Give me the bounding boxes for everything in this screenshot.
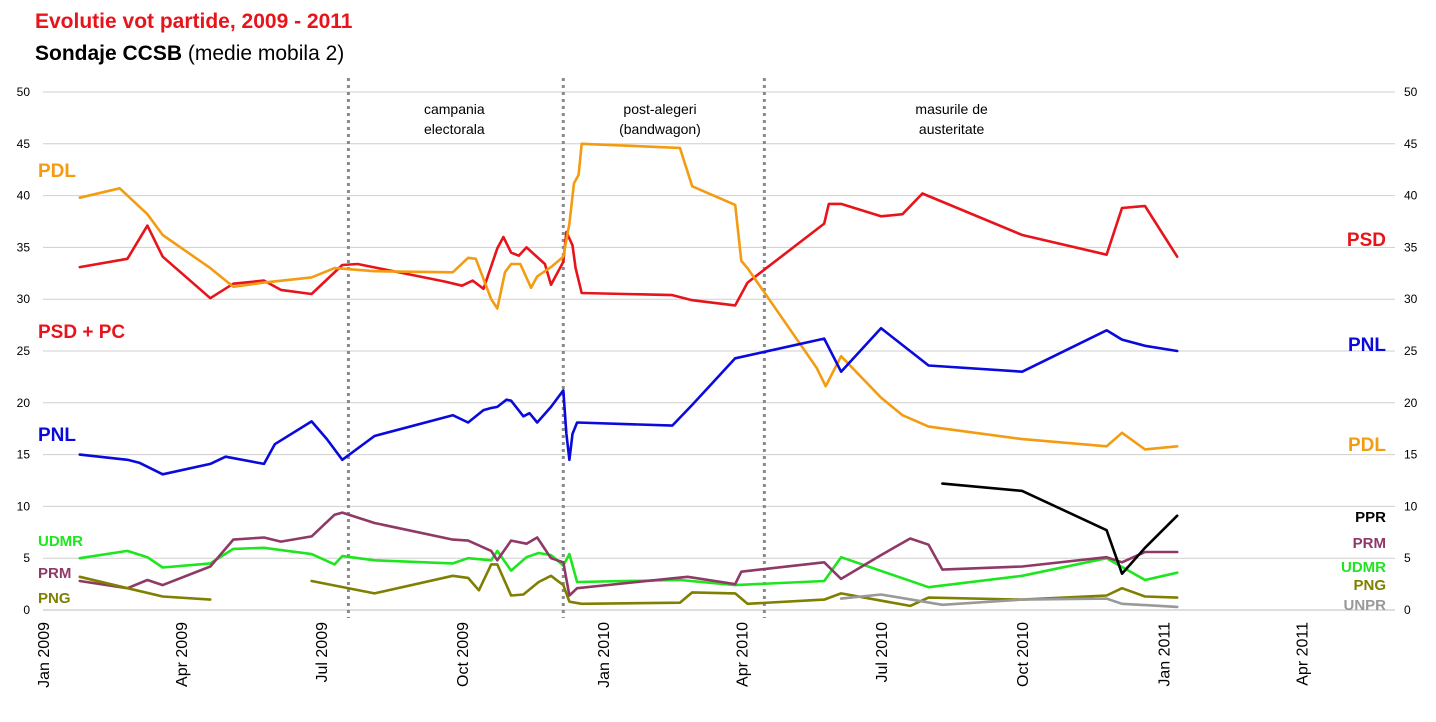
y-tick-label: 45: [17, 137, 31, 151]
series-line: [78, 192, 1179, 307]
annotation-text: masurile de: [915, 101, 988, 117]
series-line: [78, 575, 212, 601]
y-tick-label-right: 25: [1404, 344, 1418, 358]
y-tick-label: 20: [17, 396, 31, 410]
series-label-right: PSD: [1347, 230, 1386, 251]
series-line: [839, 593, 1179, 609]
annotation-text: post-alegeri: [623, 101, 696, 117]
x-tick-label: Apr 2009: [174, 622, 191, 687]
series-label-right: UNPR: [1343, 597, 1386, 614]
period-annotations: campania electorala post-alegeri (bandwagon…: [424, 101, 988, 137]
series-label-right: UDMR: [1341, 559, 1386, 576]
subtitle-bold: Sondaje CCSB: [35, 42, 183, 65]
y-tick-label-right: 50: [1404, 85, 1418, 99]
series-label-right: PPR: [1355, 509, 1386, 526]
annotation-text: (bandwagon): [619, 121, 701, 137]
y-tick-label: 30: [17, 292, 31, 306]
y-axis-right: 0 5 10 15 20 25 30 35 40 45 50: [1404, 85, 1418, 617]
y-tick-label: 40: [17, 189, 31, 203]
series-label-left: PNG: [38, 590, 71, 607]
period-dividers: [346, 78, 766, 618]
x-tick-label: Oct 2010: [1015, 622, 1032, 687]
series-line: [941, 482, 1179, 576]
x-tick-label: Jan 2010: [596, 622, 613, 688]
gridlines: [43, 91, 1395, 611]
x-tick-label: Jan 2011: [1156, 622, 1173, 687]
y-tick-label: 50: [17, 85, 31, 99]
y-tick-label-right: 40: [1404, 189, 1418, 203]
series-line: [78, 326, 1179, 476]
series-label-right: PNG: [1353, 577, 1386, 594]
y-tick-label-right: 45: [1404, 137, 1418, 151]
series-labels: PSD + PC PSD PDL PDL PNL PNL UDMR UDMR PRM PRM PNG…: [38, 161, 1386, 614]
series-label-right: PNL: [1348, 335, 1386, 356]
y-tick-label: 25: [17, 344, 31, 358]
y-tick-label-right: 5: [1404, 551, 1411, 565]
x-tick-label: Apr 2010: [734, 622, 751, 687]
y-tick-label-right: 20: [1404, 396, 1418, 410]
y-tick-label: 5: [23, 551, 30, 565]
y-axis-left: 0 5 10 15 20 25 30 35 40 45 50: [17, 85, 31, 617]
series-label-right: PDL: [1348, 435, 1386, 456]
y-tick-label-right: 0: [1404, 603, 1411, 617]
x-tick-label: Jul 2009: [314, 622, 331, 683]
annotation-text: austeritate: [919, 121, 985, 137]
y-tick-label: 15: [17, 448, 31, 462]
y-tick-label-right: 10: [1404, 499, 1418, 513]
subtitle-rest: (medie mobila 2): [182, 42, 345, 65]
series-label-left: PSD + PC: [38, 322, 125, 343]
x-axis: Jan 2009 Apr 2009 Jul 2009 Oct 2009 Jan 2010…: [36, 622, 1312, 688]
series-label-left: PNL: [38, 425, 76, 446]
y-tick-label: 10: [17, 499, 31, 513]
series-label-left: UDMR: [38, 533, 83, 550]
series-line: [310, 563, 1179, 608]
x-tick-label: Oct 2009: [455, 622, 472, 687]
series-label-left: PRM: [38, 565, 71, 582]
x-tick-label: Jan 2009: [36, 622, 53, 688]
y-tick-label-right: 15: [1404, 448, 1418, 462]
annotation-text: electorala: [424, 121, 485, 137]
y-tick-label-right: 35: [1404, 240, 1418, 254]
x-tick-label: Jul 2010: [874, 622, 891, 683]
annotation-text: campania: [424, 101, 485, 117]
series-line: [78, 511, 1179, 597]
x-tick-label: Apr 2011: [1295, 622, 1312, 686]
series-lines: [78, 142, 1179, 609]
y-tick-label-right: 30: [1404, 292, 1418, 306]
y-tick-label: 0: [23, 603, 30, 617]
series-label-left: PDL: [38, 161, 76, 182]
y-tick-label: 35: [17, 240, 31, 254]
chart-subtitle: Sondaje CCSB (medie mobila 2): [35, 42, 344, 66]
series-label-right: PRM: [1353, 535, 1386, 552]
series-line: [78, 546, 1179, 589]
series-line: [78, 142, 1179, 451]
chart-title: Evolutie vot partide, 2009 - 2011: [35, 10, 353, 33]
